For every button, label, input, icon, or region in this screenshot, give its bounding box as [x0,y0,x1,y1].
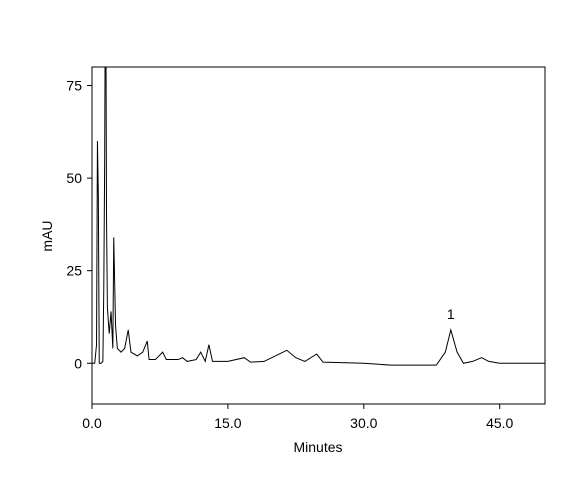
y-tick-label: 50 [66,170,82,186]
x-tick-label: 15.0 [214,415,241,431]
y-tick-label: 0 [74,355,82,371]
plot-frame [91,66,546,405]
x-axis-label: Minutes [293,439,342,455]
x-tick-label: 0.0 [82,415,102,431]
x-tick-label: 30.0 [350,415,377,431]
y-tick-label: 25 [66,263,82,279]
y-tick-label: 75 [66,78,82,94]
peak-annotation: 1 [447,306,455,322]
x-tick-label: 45.0 [486,415,513,431]
y-axis-label: mAU [39,220,55,251]
data-line [92,67,545,366]
